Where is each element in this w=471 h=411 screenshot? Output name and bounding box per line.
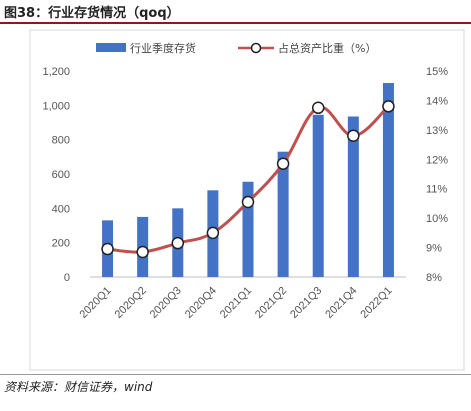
x-tick-label: 2021Q2: [253, 285, 289, 321]
line-point: [347, 129, 360, 142]
right-tick-label: 9%: [426, 243, 442, 255]
x-tick-label: 2021Q1: [218, 285, 254, 321]
bar: [277, 151, 289, 277]
chart-frame: [29, 29, 465, 371]
legend: 行业季度存货 占总资产比重（%）: [96, 41, 376, 55]
bar: [312, 114, 324, 278]
line-point: [206, 226, 220, 240]
source-note: 资料来源：财信证券，wind: [4, 380, 153, 394]
right-tick-label: 15%: [426, 66, 448, 78]
title-rule: [0, 22, 471, 24]
left-tick-label: 1,200: [42, 66, 70, 78]
right-tick-label: 14%: [426, 95, 448, 107]
source-rule: [0, 374, 471, 375]
chart: 行业季度存货 占总资产比重（%） 0 200 400 600 800 1,000 1,200…: [29, 29, 465, 371]
x-tick-label: 2021Q4: [323, 285, 359, 321]
right-tick-label: 13%: [426, 125, 448, 137]
x-tick-label: 2020Q1: [78, 285, 114, 321]
bar: [382, 83, 394, 278]
figure-title: 图38：行业存货情况（qoq）: [4, 6, 180, 21]
line-point: [136, 245, 149, 259]
x-tick-label: 2021Q3: [288, 285, 324, 321]
left-tick-label: 0: [64, 272, 70, 284]
left-tick-label: 600: [52, 169, 70, 181]
left-tick-label: 400: [52, 203, 70, 215]
right-tick-label: 12%: [426, 154, 448, 166]
left-tick-label: 800: [52, 135, 70, 147]
x-axis: 2020Q12020Q22020Q32020Q42021Q12021Q22021…: [78, 285, 395, 321]
left-tick-label: 200: [52, 238, 70, 250]
line-point: [241, 195, 255, 209]
x-tick-label: 2020Q2: [113, 285, 149, 321]
line-point: [171, 236, 185, 250]
bar: [242, 181, 254, 277]
legend-bar-swatch: [96, 43, 126, 52]
x-tick-label: 2020Q4: [183, 285, 219, 321]
left-axis: 0 200 400 600 800 1,000 1,200: [42, 66, 406, 284]
line-series: [101, 100, 395, 259]
line-point: [382, 100, 395, 113]
line-point: [276, 157, 290, 170]
legend-line-label: 占总资产比重（%）: [278, 41, 376, 55]
right-axis: 8% 9% 10% 11% 12% 13% 14% 15%: [426, 66, 448, 284]
line-point: [101, 242, 114, 256]
legend-line-marker: [250, 42, 262, 54]
right-tick-label: 10%: [426, 213, 448, 225]
x-tick-label: 2020Q3: [148, 285, 184, 321]
left-tick-label: 1,000: [42, 100, 70, 112]
bar: [347, 116, 359, 277]
line-point: [311, 101, 325, 115]
legend-bar-label: 行业季度存货: [130, 41, 196, 55]
right-tick-label: 11%: [426, 184, 447, 196]
x-tick-label: 2022Q1: [358, 285, 394, 321]
right-tick-label: 8%: [426, 272, 442, 284]
